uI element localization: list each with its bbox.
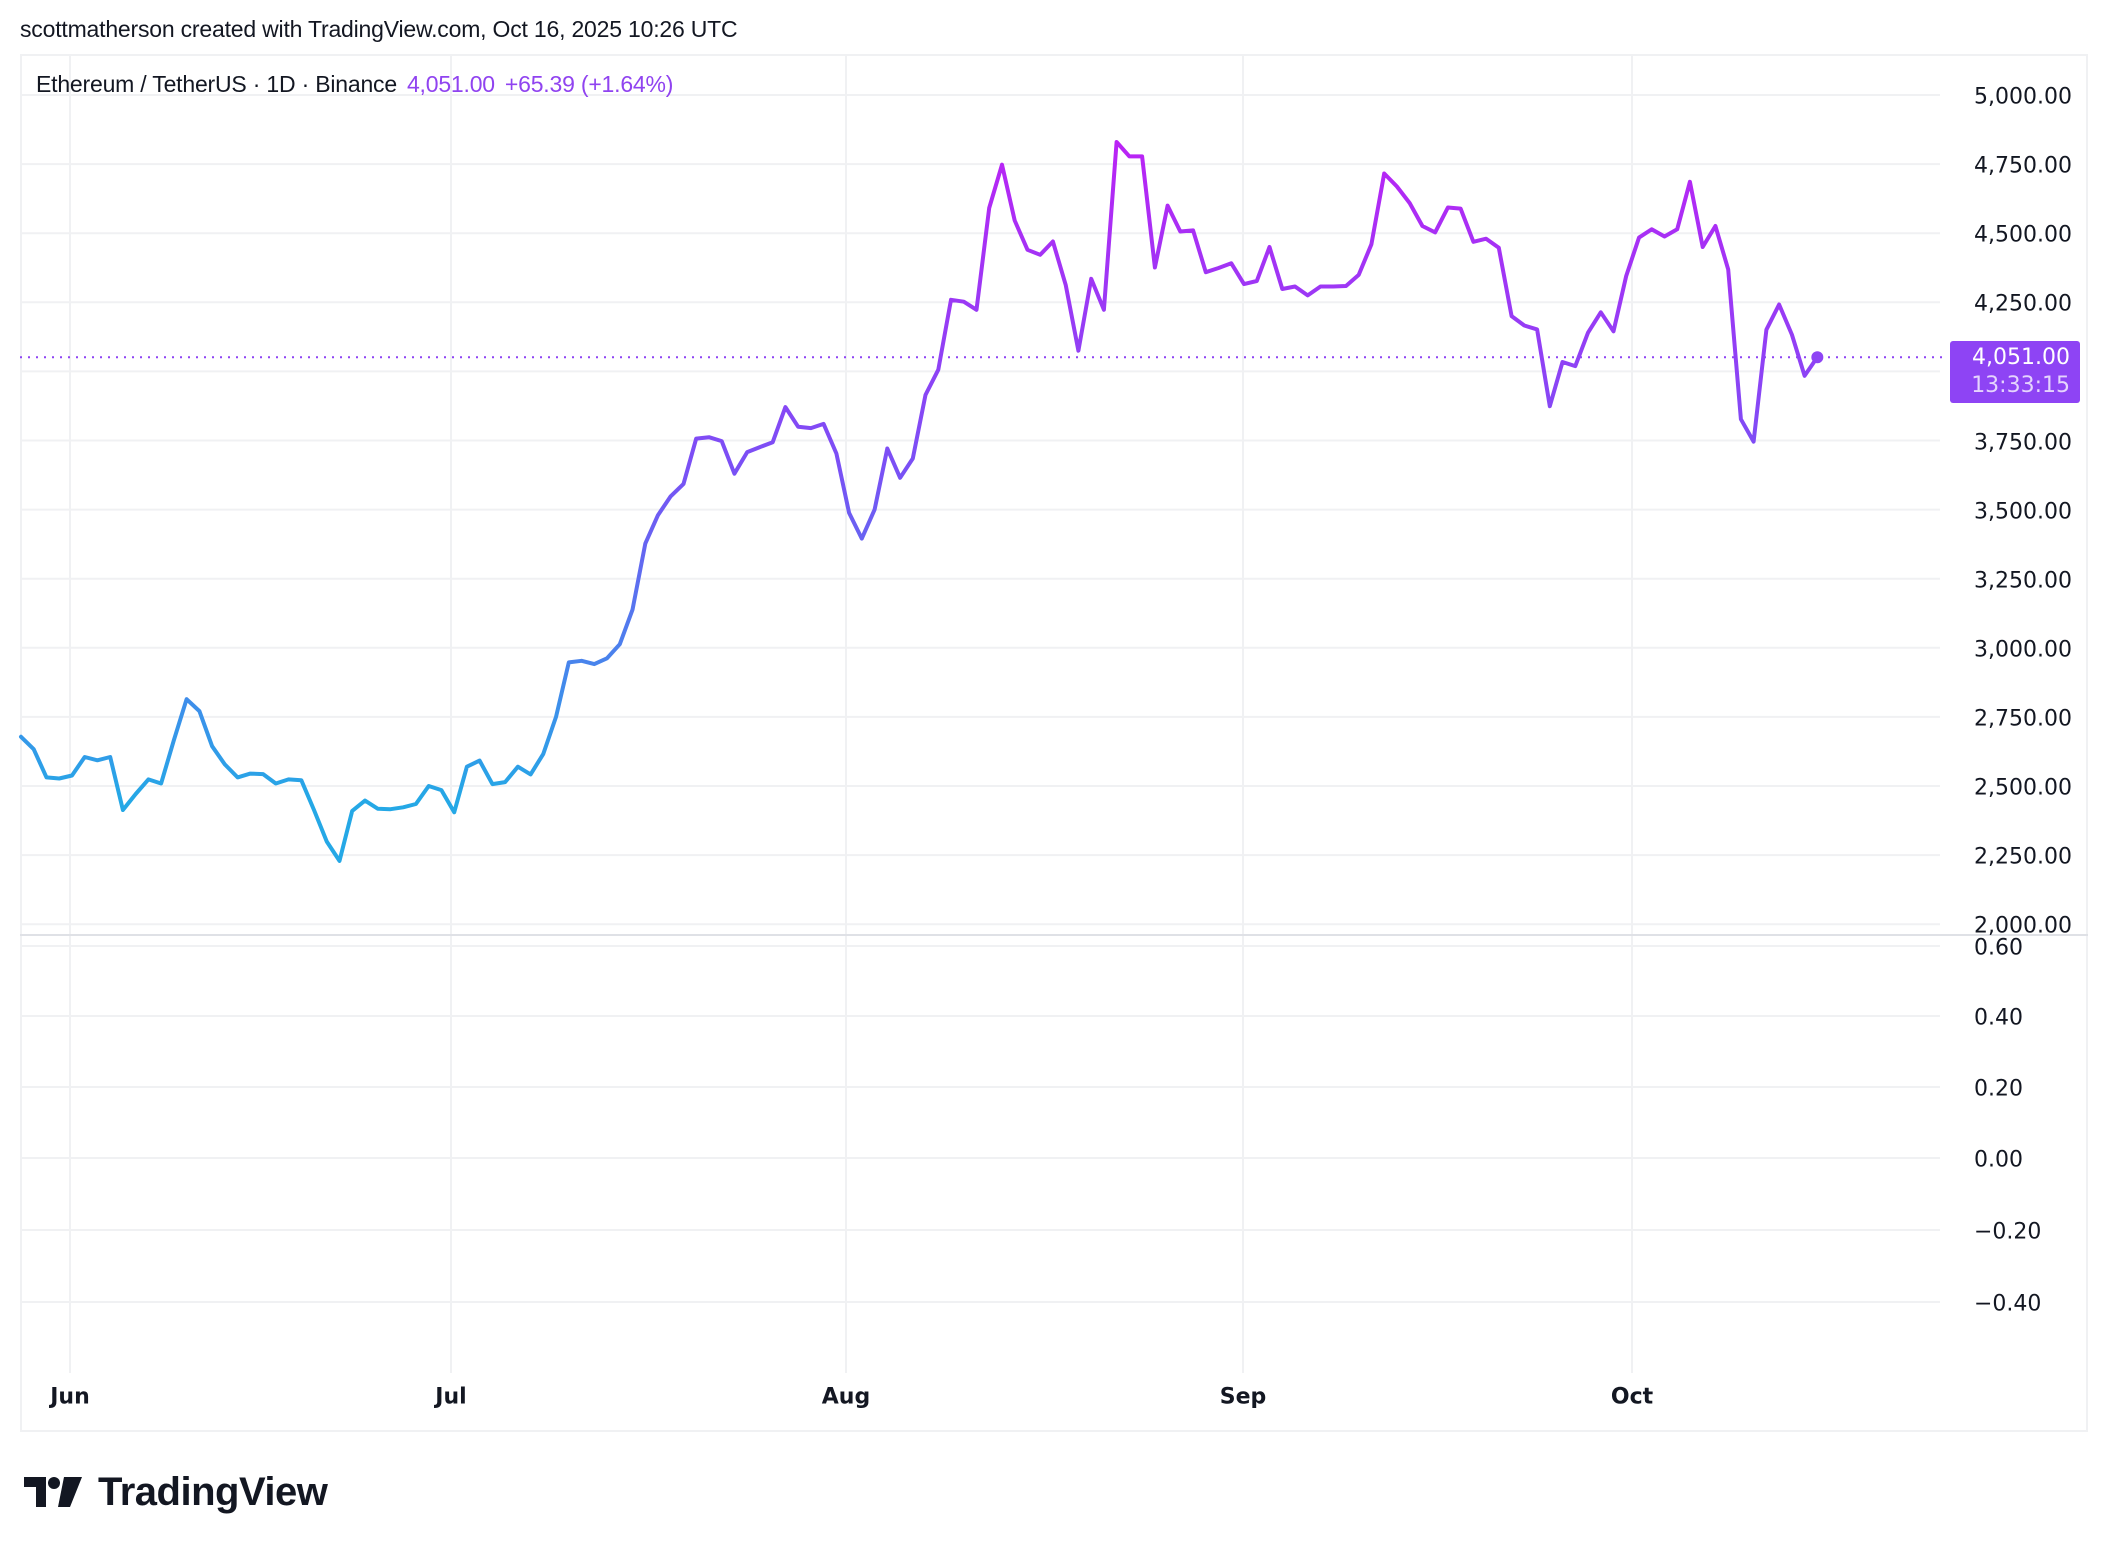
- last-price-badge: 4,051.00 13:33:15: [1950, 341, 2080, 403]
- time-axis-label: Sep: [1219, 1384, 1267, 1410]
- price-axis-label: 4,250.00: [1974, 291, 2072, 317]
- indicator-axis-label: 0.40: [1974, 1005, 2023, 1031]
- legend-change: +65.39 (+1.64%): [504, 71, 674, 97]
- indicator-axis-label: 0.20: [1974, 1076, 2023, 1102]
- price-axis-label: 3,000.00: [1974, 637, 2072, 663]
- bar-countdown: 13:33:15: [1971, 373, 2070, 398]
- indicator-axis-label: 0.00: [1974, 1147, 2023, 1173]
- price-axis-label: 4,750.00: [1974, 153, 2072, 179]
- price-axis-label: 3,500.00: [1974, 499, 2072, 525]
- chart-attribution: scottmatherson created with TradingView.…: [20, 16, 738, 42]
- time-axis-label: Aug: [821, 1384, 871, 1410]
- symbol-legend: Ethereum / TetherUS · 1D · Binance 4,051.…: [36, 71, 673, 98]
- price-axis-label: 2,000.00: [1974, 913, 2072, 939]
- time-axis-label: Jun: [50, 1384, 90, 1410]
- indicator-axis-label: −0.20: [1974, 1219, 2042, 1245]
- tradingview-logo-text: TradingView: [98, 1470, 328, 1514]
- time-axis-label: Jul: [435, 1384, 467, 1410]
- price-axis-label: 3,750.00: [1974, 430, 2072, 455]
- price-axis-label: 4,500.00: [1974, 222, 2072, 248]
- grid-lines: [20, 55, 1940, 1373]
- badge-price: 4,051.00: [1972, 345, 2070, 370]
- last-price-dot: [1811, 351, 1824, 364]
- price-line: [19, 140, 1820, 863]
- symbol-name[interactable]: Ethereum / TetherUS · 1D · Binance: [36, 71, 397, 97]
- time-axis-label: Oct: [1610, 1384, 1654, 1410]
- indicator-axis-label: 0.60: [1974, 935, 2023, 961]
- price-axis-label: 3,250.00: [1974, 568, 2072, 594]
- tradingview-logo[interactable]: TradingView: [24, 1470, 328, 1514]
- chart-frame: [20, 54, 2088, 1432]
- indicator-axis-label: −0.40: [1974, 1291, 2042, 1317]
- tradingview-logo-icon: [24, 1477, 82, 1507]
- price-axis-label: 2,500.00: [1974, 775, 2072, 801]
- legend-last-price: 4,051.00: [406, 71, 495, 97]
- price-axis-label: 2,750.00: [1974, 706, 2072, 732]
- price-axis-label: 2,250.00: [1974, 844, 2072, 870]
- price-axis-label: 5,000.00: [1974, 84, 2072, 110]
